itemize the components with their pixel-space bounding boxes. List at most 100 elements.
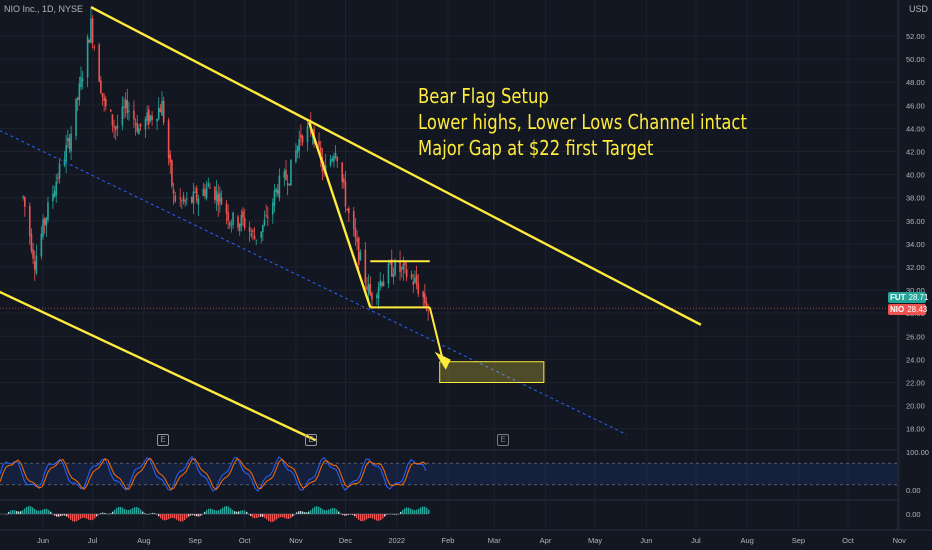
histogram-bar <box>234 511 236 514</box>
histogram-bar <box>116 507 118 514</box>
earnings-marker[interactable]: E <box>305 434 317 446</box>
target-arrow <box>428 307 445 364</box>
candle-body <box>298 138 301 151</box>
stochastic-tick-label: 100.00 <box>906 448 929 457</box>
histogram-bar <box>366 514 368 520</box>
histogram-bar <box>264 514 266 518</box>
x-tick-label: Nov <box>289 536 303 545</box>
candle-body <box>376 295 378 299</box>
histogram-bar <box>74 514 76 522</box>
candle-body <box>346 209 348 211</box>
candle-body <box>334 153 337 158</box>
target-arrow-head <box>434 351 451 370</box>
candle-body <box>52 193 54 202</box>
candle-body <box>186 198 188 200</box>
histogram-bar <box>76 514 78 522</box>
candle-body <box>76 97 79 100</box>
histogram-bar <box>244 510 246 514</box>
histogram-bar <box>356 514 358 519</box>
candle-body <box>24 197 26 207</box>
histogram-bar <box>254 514 256 519</box>
candle-body <box>329 159 332 166</box>
x-tick-label: Oct <box>239 536 252 545</box>
candle-body <box>253 235 256 239</box>
histogram-bar <box>78 514 80 520</box>
histogram-bar <box>288 514 290 519</box>
histogram-bar <box>16 511 18 514</box>
histogram-bar <box>232 509 234 514</box>
candle-body <box>133 110 135 120</box>
candle-body <box>53 191 56 198</box>
candle-body <box>136 122 139 132</box>
histogram-bar <box>18 511 20 514</box>
candle-body <box>400 267 403 270</box>
candle-body <box>146 112 148 121</box>
histogram-bar <box>128 509 130 514</box>
x-tick-label: Apr <box>540 536 552 545</box>
histogram-bar <box>110 513 112 514</box>
histogram-bar <box>412 509 414 514</box>
y-tick-label: 48.00 <box>906 78 925 87</box>
histogram-bar <box>62 514 64 516</box>
candle-body <box>45 217 48 227</box>
histogram-bar <box>64 514 66 516</box>
candle-body <box>399 259 401 272</box>
candle-body <box>341 162 343 182</box>
histogram-bar <box>316 506 318 514</box>
histogram-bar <box>314 506 316 514</box>
candle-body <box>243 217 246 228</box>
candle-body <box>214 186 216 201</box>
candle-body <box>93 46 96 48</box>
symbol-title: NIO Inc., 1D, NYSE <box>4 4 84 14</box>
histogram-bar <box>284 514 286 519</box>
histogram-bar <box>80 514 82 519</box>
candle-body <box>382 281 385 287</box>
histogram-bar <box>180 514 182 522</box>
histogram-bar <box>14 510 16 514</box>
candle-body <box>371 293 373 300</box>
x-tick-label: Sep <box>188 536 201 545</box>
histogram-bar <box>192 514 194 516</box>
chart-annotation[interactable]: Bear Flag Setup Lower highs, Lower Lows … <box>418 83 747 161</box>
histogram-bar <box>164 514 166 521</box>
histogram-bar <box>196 514 198 517</box>
candle-body <box>111 114 114 126</box>
histogram-tick-label: 0.00 <box>906 510 921 519</box>
y-tick-label: 20.00 <box>906 402 925 411</box>
candle-body <box>343 178 345 183</box>
candle-body <box>113 125 115 128</box>
candle-body <box>283 171 286 179</box>
candle-body <box>162 100 165 123</box>
histogram-bar <box>12 509 14 514</box>
earnings-marker[interactable]: E <box>497 434 509 446</box>
candle-body <box>336 156 339 162</box>
candle-body <box>412 281 415 285</box>
histogram-bar <box>136 507 138 514</box>
candle-body <box>220 197 223 205</box>
candle-body <box>55 181 58 196</box>
histogram-bar <box>160 514 162 519</box>
candle-body <box>414 278 416 283</box>
histogram-bar <box>266 514 268 520</box>
candle-body <box>151 115 153 120</box>
histogram-bar <box>120 506 122 514</box>
histogram-bar <box>10 510 12 514</box>
candle-body <box>379 280 382 287</box>
histogram-bar <box>94 514 96 519</box>
candle-body <box>172 189 175 194</box>
y-tick-label: 50.00 <box>906 55 925 64</box>
y-tick-label: 46.00 <box>906 101 925 110</box>
candle-body <box>105 98 107 107</box>
candle-body <box>182 195 185 201</box>
histogram-bar <box>126 509 128 514</box>
earnings-marker[interactable]: E <box>157 434 169 446</box>
candle-body <box>40 233 43 257</box>
y-tick-label: 42.00 <box>906 148 925 157</box>
candle-body <box>58 163 61 179</box>
histogram-bar <box>352 514 354 515</box>
candle-body <box>139 123 142 127</box>
histogram-bar <box>214 510 216 514</box>
histogram-bar <box>408 507 410 514</box>
histogram-bar <box>132 508 134 514</box>
